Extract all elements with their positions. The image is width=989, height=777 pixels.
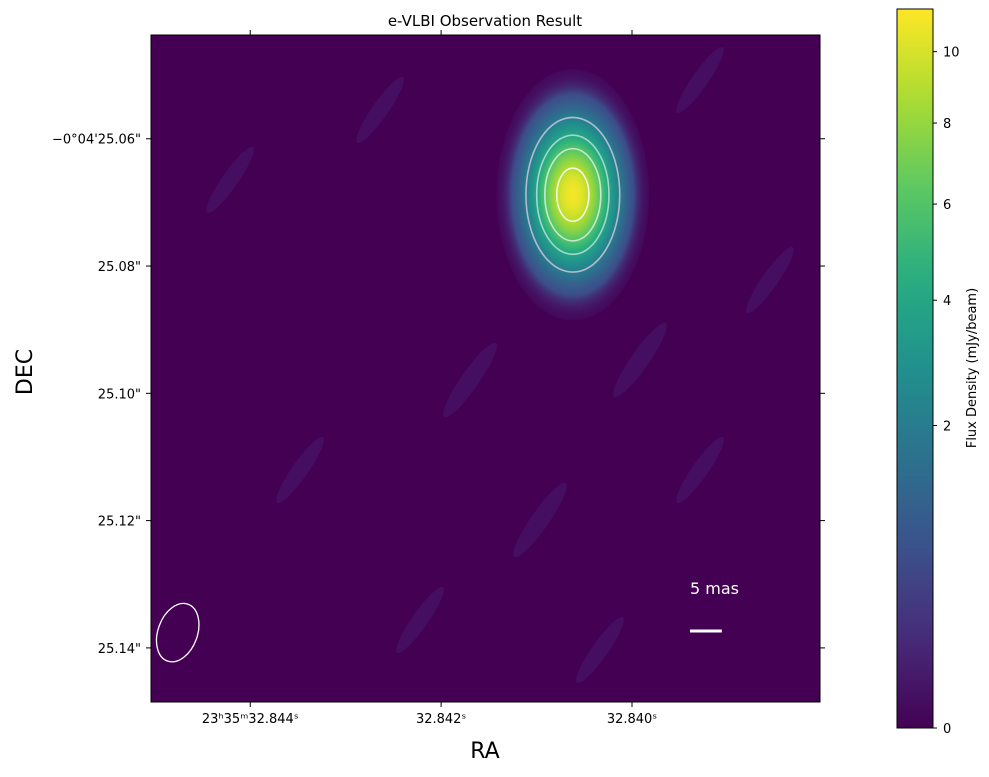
image	[151, 35, 820, 702]
colorbar	[896, 8, 934, 729]
colorbar-tick-label: 2	[943, 420, 951, 435]
y-tick-label: −0°04'25.06"	[52, 133, 141, 148]
contour	[555, 167, 590, 223]
beam	[155, 602, 200, 663]
y-axis-label: DEC	[13, 349, 38, 395]
chart-title: e-VLBI Observation Result	[388, 12, 582, 30]
image-background	[151, 35, 820, 702]
source	[496, 69, 650, 321]
colorbar-tick-label: 0	[943, 722, 951, 737]
noise-pattern	[206, 46, 794, 684]
x-tick-label: 32.840ˢ	[607, 712, 657, 727]
x-tick-label: 32.842ˢ	[416, 712, 466, 727]
colorbar-tick-label: 10	[943, 46, 960, 61]
y-tick-label: 25.08"	[98, 260, 141, 275]
colorbar-tick-label: 4	[943, 294, 951, 309]
contour	[544, 147, 602, 242]
y-tick-label: 25.10"	[98, 387, 141, 402]
contour	[525, 116, 621, 273]
scale-bar-label: 5 mas	[690, 579, 739, 598]
y-tick-label: 25.12"	[98, 515, 141, 530]
y-tick-label: 25.14"	[98, 642, 141, 657]
x-axis-label: RA	[470, 739, 499, 764]
colorbar-label: Flux Density (mJy/beam)	[965, 288, 980, 448]
contour	[535, 134, 610, 256]
x-tick-label: 23ʰ35ᵐ32.844ˢ	[202, 712, 299, 727]
plot-frame	[150, 34, 821, 703]
colorbar-tick-label: 8	[943, 117, 951, 132]
colorbar-tick-label: 6	[943, 198, 951, 213]
